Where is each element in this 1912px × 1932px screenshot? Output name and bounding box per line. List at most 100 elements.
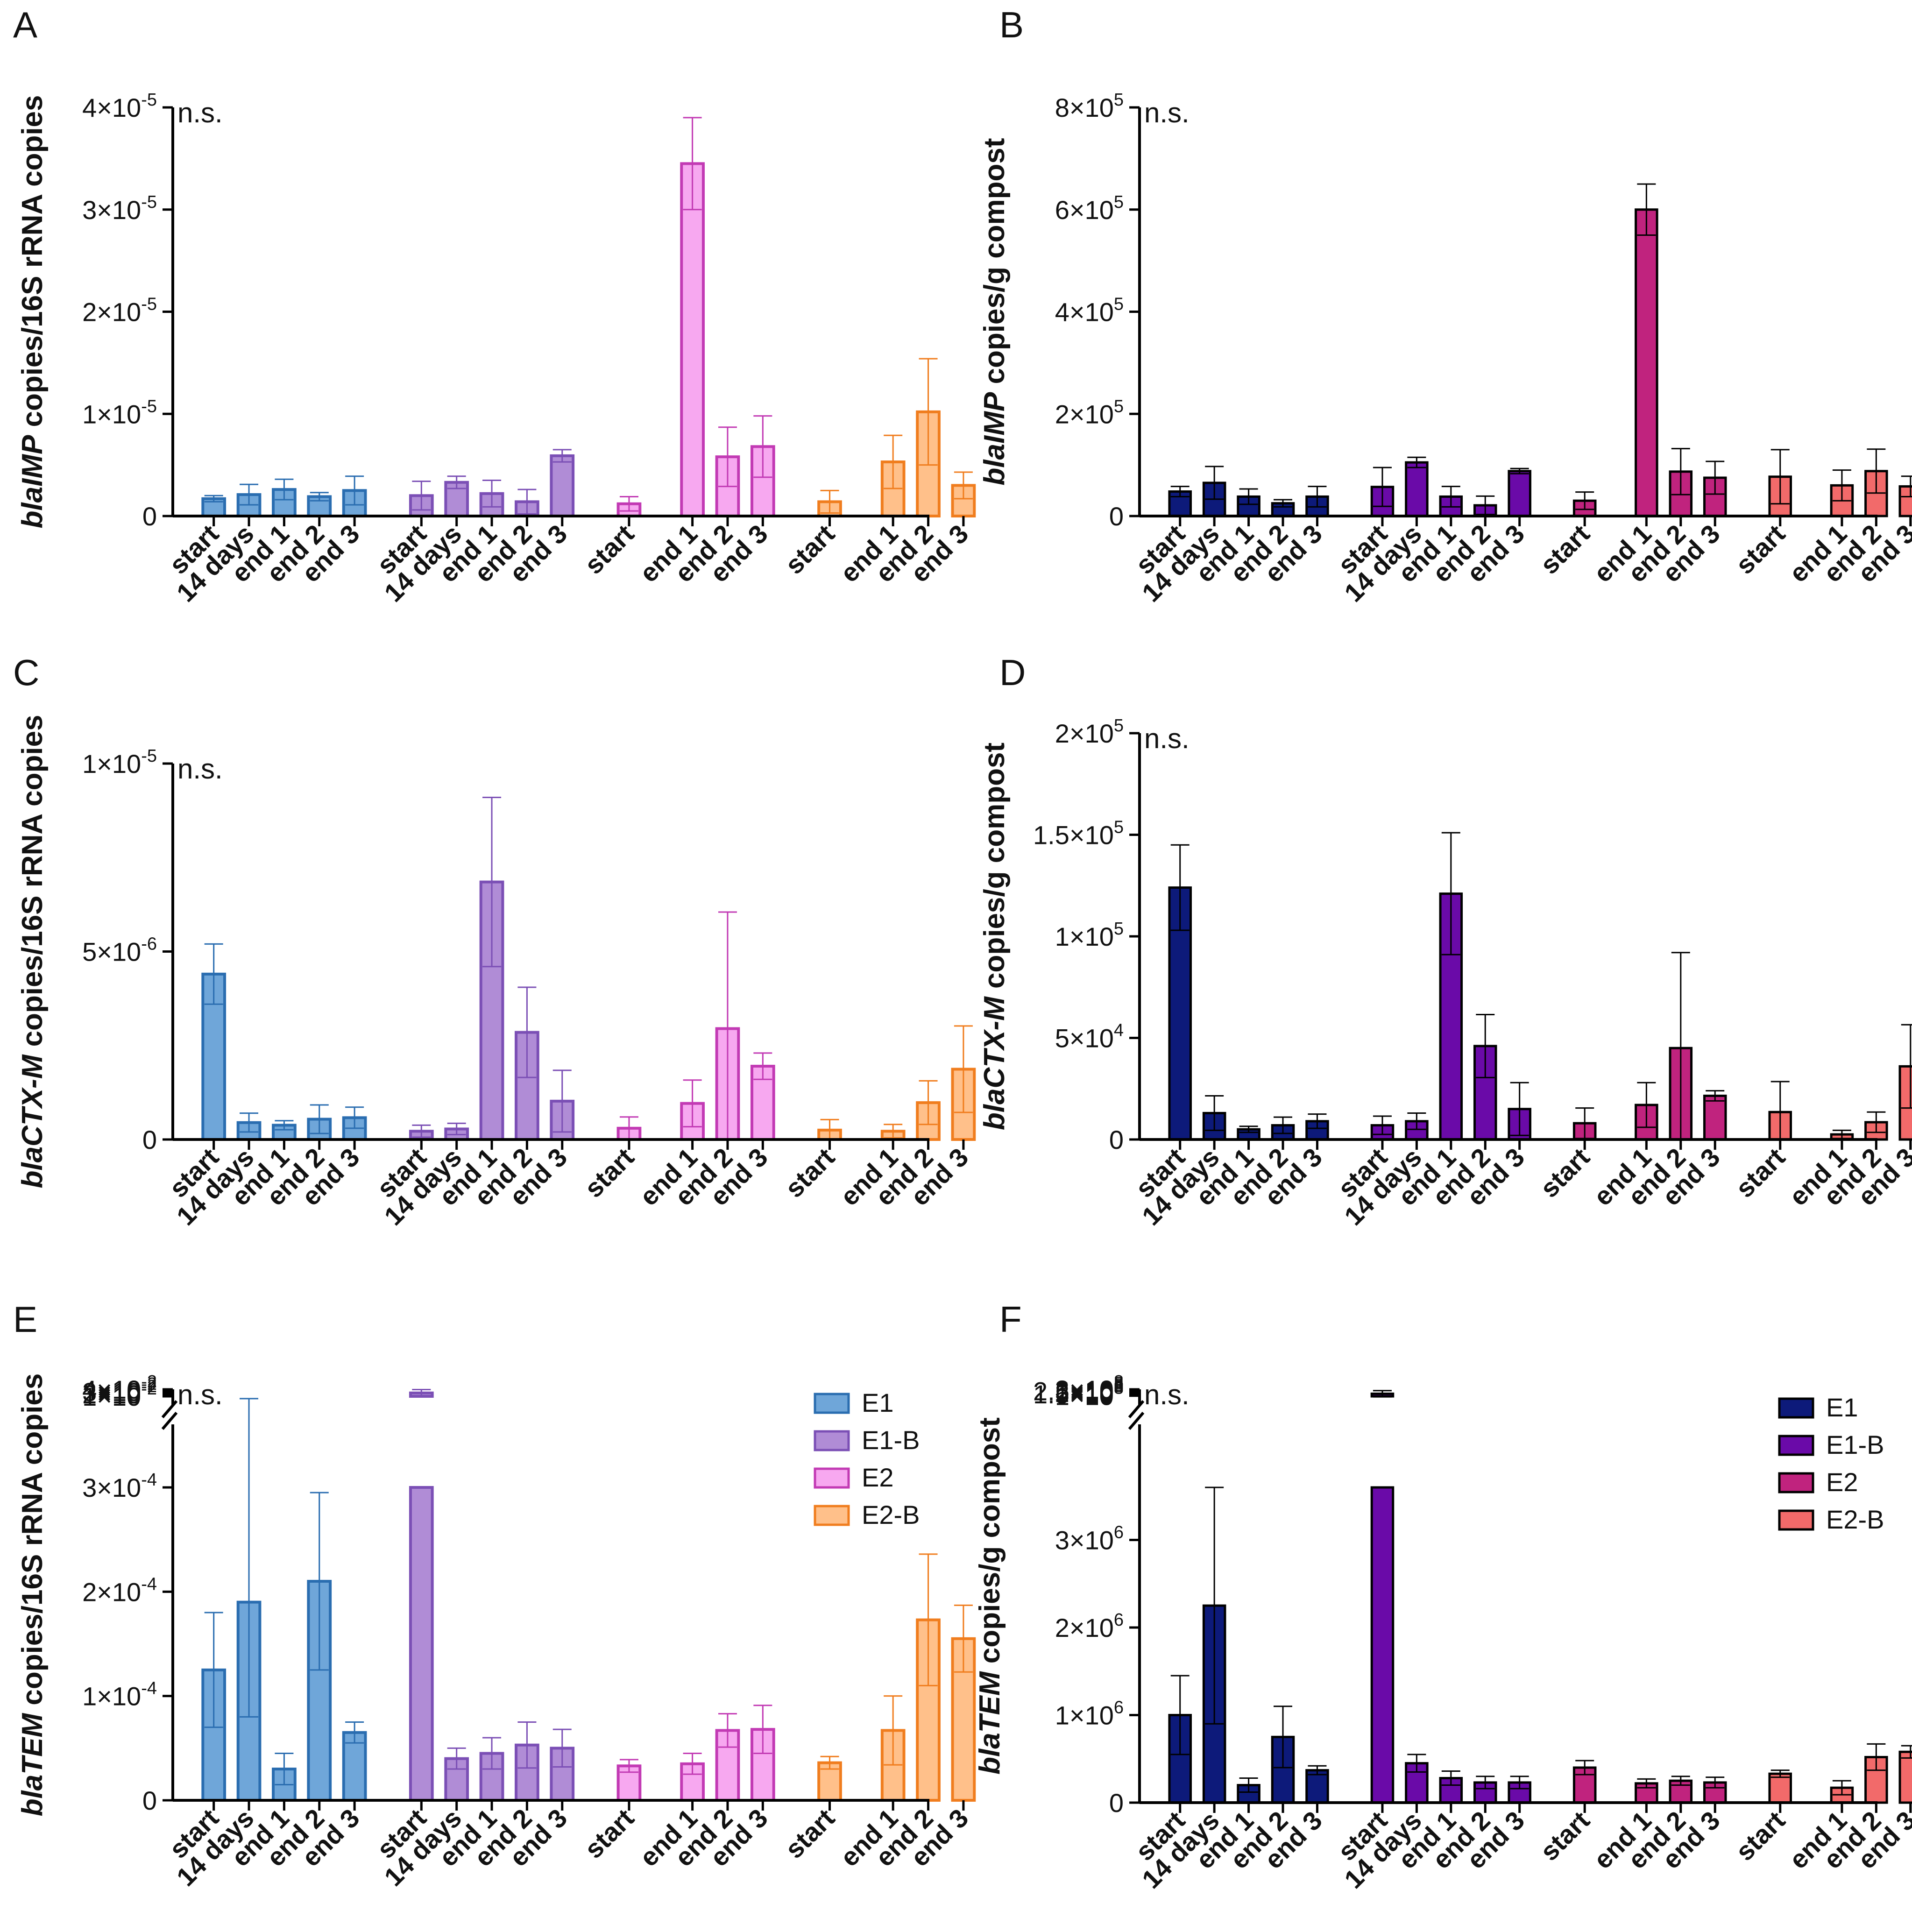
panel-letter-a: A [13,4,38,45]
legend-label-e1: E1 [1826,1393,1858,1422]
x-tick-label: start [579,519,639,580]
panel-letter-d: D [999,652,1026,693]
legend-swatch-e1 [1778,1397,1814,1419]
x-tick-label: start [1534,1142,1595,1203]
x-tick-label: start [1534,1805,1595,1866]
bar-e2-b-end-3 [1898,1750,1912,1804]
y-tick-label: 1×10-5 [82,396,157,429]
panel-letter-f: F [999,1299,1022,1340]
y-tick-label: 5×104 [1055,1021,1124,1053]
legend-swatch-e2-b [814,1505,850,1526]
y-axis-label: blaTEM copies/16S rRNA copies [16,1373,49,1817]
y-tick-label: 2×10-4 [82,1574,157,1606]
y-tick-label: 2×105 [1055,716,1124,748]
y-axis-label: blaIMP copies/16S rRNA copies [16,95,49,528]
y-tick-label: 1.5×105 [1033,818,1124,850]
bar-e2-end-2 [715,1729,740,1802]
y-tick-label: 4×10-5 [82,90,157,122]
y-tick-label: 8×105 [1055,90,1124,122]
legend-swatch-e2-b [1778,1509,1814,1531]
panel-letter-c: C [13,652,40,693]
y-tick-label: 2×108 [1055,1375,1124,1408]
legend-label-e1-b: E1-B [862,1425,920,1455]
panel-letter-e: E [13,1299,38,1340]
legend-swatch-e2 [1778,1472,1814,1493]
bar-e2-end-1 [1635,208,1658,517]
bar-e2-b-start [1768,1772,1792,1804]
x-tick-label: start [1730,519,1791,580]
legend-label-e2-b: E2-B [862,1500,920,1529]
axis-break-mark [161,1400,178,1418]
x-tick-label: start [1534,519,1595,580]
y-tick-label: 1×10-4 [82,1679,157,1711]
y-tick-label: 0 [142,1786,157,1815]
y-tick-label: 0 [142,1125,157,1154]
bar-e1-end-3 [1305,1120,1329,1141]
axis-break-mark [161,1412,178,1430]
y-tick-label: 5×10-6 [82,934,157,967]
bar-e1-end-3 [342,1731,367,1802]
legend-label-e1-b: E1-B [1826,1430,1884,1459]
y-tick-label: 1×106 [1055,1698,1124,1730]
legend-swatch-e1-b [814,1430,850,1451]
y-tick-label: 1×108 [1055,1379,1124,1411]
legend-swatch-e1 [814,1393,850,1414]
significance-annotation: n.s. [1144,723,1190,754]
y-tick-label: 3×10-5 [82,192,157,225]
axis-break-mark [1128,1412,1145,1430]
y-tick-label: 0 [142,502,157,531]
y-axis-label: blaCTX-M copies/g compost [978,743,1011,1130]
y-tick-label: 0 [1109,502,1124,531]
panel-letter-b: B [999,4,1024,45]
bar-e1-b-start-lower [409,1486,434,1802]
y-axis-label: blaCTX-M copies/16S rRNA copies [16,715,49,1188]
y-tick-label: 6×105 [1055,192,1124,225]
axis-break-mark [1128,1400,1145,1418]
y-tick-label: 4×105 [1055,295,1124,327]
y-tick-label: 2×106 [1055,1610,1124,1642]
legend-swatch-e2 [814,1467,850,1489]
legend-label-e1: E1 [862,1388,894,1417]
y-tick-label: 1×10-5 [82,746,157,778]
legend-label-e2: E2 [1826,1467,1858,1497]
y-tick-label: 1×105 [1055,919,1124,951]
bar-e1-b-start-lower [1370,1486,1395,1804]
significance-annotation: n.s. [1144,1379,1190,1410]
y-tick-label: 4×10-2 [82,1372,157,1404]
x-tick-label: start [779,1803,840,1864]
y-tick-label: 3×108 [1055,1372,1124,1404]
significance-annotation: n.s. [1144,97,1190,128]
bar-e1-b-14-days [1405,461,1429,517]
y-tick-label: 3×106 [1055,1523,1124,1555]
x-tick-label: start [779,1142,840,1203]
legend-swatch-e1-b [1778,1435,1814,1456]
y-tick-label: 2.5×108 [1033,1373,1124,1406]
y-tick-label: 2×105 [1055,396,1124,429]
y-tick-label: 2×10-5 [82,295,157,327]
bar-e2-end-1 [680,162,705,517]
y-tick-label: 0 [1109,1125,1124,1154]
x-tick-label: start [1730,1805,1791,1866]
legend-label-e2: E2 [862,1463,894,1492]
y-tick-label: 1.5×108 [1033,1377,1124,1409]
y-axis-label: blaTEM copies/g compost [974,1417,1006,1775]
bar-e1-b-end-3 [1508,470,1531,517]
x-tick-label: start [579,1142,639,1203]
legend-label-e2-b: E2-B [1826,1505,1884,1534]
x-tick-label: start [779,519,840,580]
y-axis-label: blaIMP copies/g compost [978,138,1011,485]
significance-annotation: n.s. [177,1379,223,1410]
bar-e1-b-end-3 [550,454,575,517]
x-tick-label: start [1730,1142,1791,1203]
y-tick-label: 0 [1109,1788,1124,1818]
bar-e2-end-3 [1703,1094,1727,1141]
y-tick-label: 3×10-4 [82,1470,157,1502]
x-tick-label: start [579,1803,639,1864]
significance-annotation: n.s. [177,97,223,128]
